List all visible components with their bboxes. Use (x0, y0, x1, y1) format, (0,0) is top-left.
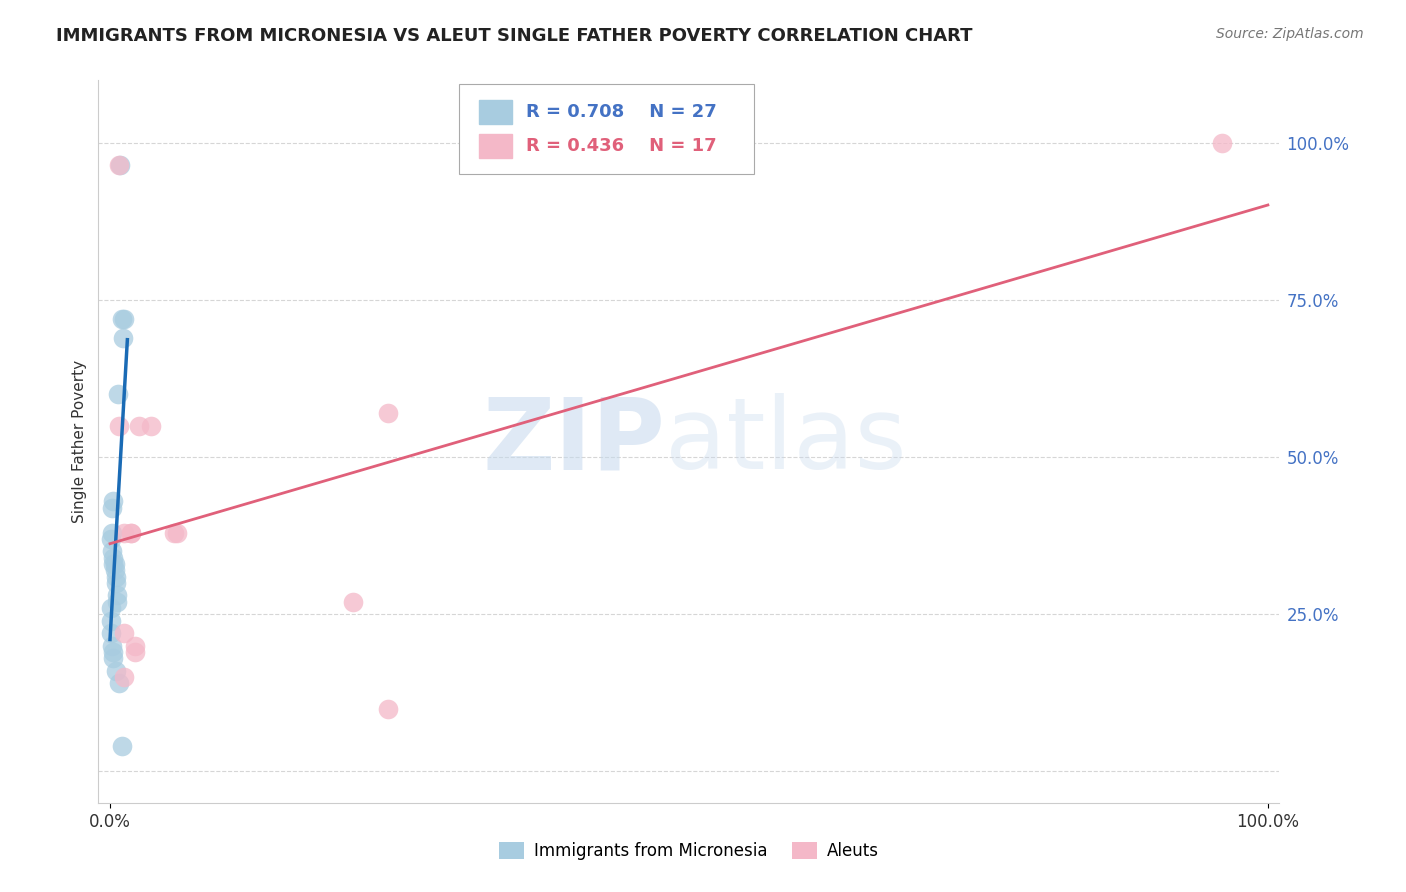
Point (112, 670, 135, 684)
Point (100, 601, 122, 615)
Point (112, 312, 135, 326)
Text: IMMIGRANTS FROM MICRONESIA VS ALEUT SINGLE FATHER POVERTY CORRELATION CHART: IMMIGRANTS FROM MICRONESIA VS ALEUT SING… (56, 27, 973, 45)
Y-axis label: Single Father Poverty: Single Father Poverty (72, 360, 87, 523)
Point (103, 557, 125, 571)
Point (101, 544, 124, 558)
Point (112, 626, 135, 640)
Point (120, 525, 142, 540)
FancyBboxPatch shape (478, 134, 512, 158)
Text: atlas: atlas (665, 393, 907, 490)
Point (104, 563, 127, 577)
Point (108, 158, 131, 172)
Text: R = 0.436    N = 17: R = 0.436 N = 17 (526, 136, 717, 154)
Text: ZIP: ZIP (482, 393, 665, 490)
Point (101, 639, 124, 653)
Point (108, 676, 131, 690)
Point (105, 595, 128, 609)
Text: Source: ZipAtlas.com: Source: ZipAtlas.com (1216, 27, 1364, 41)
Point (110, 312, 132, 326)
Point (103, 651, 125, 665)
Point (107, 387, 129, 401)
Point (120, 525, 142, 540)
Point (377, 406, 399, 420)
Point (124, 639, 146, 653)
Legend: Immigrants from Micronesia, Aleuts: Immigrants from Micronesia, Aleuts (492, 835, 886, 867)
Point (1211, 136, 1233, 150)
Point (111, 331, 134, 345)
Point (166, 525, 188, 540)
Point (110, 739, 132, 754)
Point (104, 575, 127, 590)
FancyBboxPatch shape (478, 100, 512, 124)
Point (163, 525, 186, 540)
Point (101, 500, 124, 515)
FancyBboxPatch shape (458, 84, 754, 174)
Point (104, 664, 127, 678)
Point (124, 645, 146, 659)
Point (104, 569, 127, 583)
Point (342, 595, 364, 609)
Point (105, 589, 128, 603)
Point (110, 158, 132, 172)
Point (103, 494, 125, 508)
Point (139, 418, 162, 433)
Point (100, 614, 122, 628)
Point (103, 645, 125, 659)
Text: R = 0.708    N = 27: R = 0.708 N = 27 (526, 103, 717, 120)
Point (112, 525, 135, 540)
Point (100, 532, 122, 546)
Point (128, 418, 150, 433)
Point (100, 626, 122, 640)
Point (108, 418, 131, 433)
Point (101, 525, 124, 540)
Point (377, 701, 399, 715)
Point (103, 550, 125, 565)
Point (104, 557, 127, 571)
